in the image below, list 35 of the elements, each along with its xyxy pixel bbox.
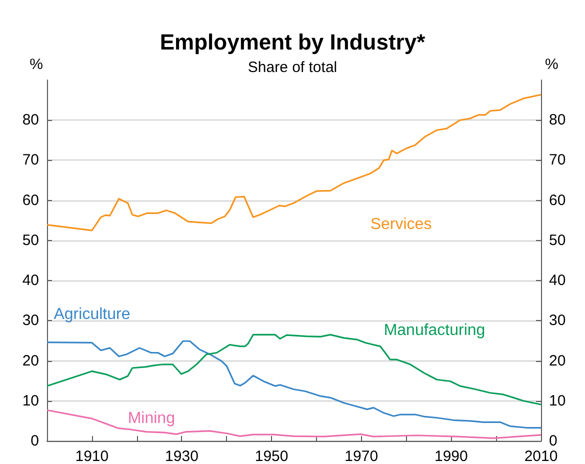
line-series xyxy=(46,94,542,232)
x-tick-label: 1990 xyxy=(434,448,468,464)
line-series xyxy=(46,409,542,439)
x-tick-label: 1950 xyxy=(254,448,288,464)
y-axis-title: % xyxy=(30,56,43,73)
series-label: Mining xyxy=(128,410,175,428)
y-tick-label: 80 xyxy=(22,112,39,129)
y-tick-label: 10 xyxy=(22,392,39,410)
y-tick-label: 60 xyxy=(22,192,39,209)
y2-tick-label: 30 xyxy=(549,312,566,330)
y2-tick-label: 10 xyxy=(549,392,566,410)
series-label: Agriculture xyxy=(54,306,130,324)
y2-tick-label: 0 xyxy=(549,432,558,450)
y2-tick-label: 40 xyxy=(549,272,566,290)
y-tick-label: 70 xyxy=(22,152,39,169)
line-series xyxy=(46,340,542,429)
x-tick-label: 2010 xyxy=(524,448,558,464)
x-tick-label: 1970 xyxy=(344,448,378,464)
x-tick-label: 1910 xyxy=(75,448,109,464)
x-tick-label: 1930 xyxy=(165,448,198,464)
y-tick-label: 0 xyxy=(30,432,39,450)
y2-tick-label: 20 xyxy=(549,352,566,370)
y-tick-label: 40 xyxy=(22,272,39,290)
y-tick-label: 50 xyxy=(22,232,39,249)
chart-subtitle: Share of total xyxy=(248,59,338,76)
y2-tick-label: 70 xyxy=(549,152,566,169)
y2-tick-label: 50 xyxy=(549,232,566,249)
y2-tick-label: 80 xyxy=(549,112,566,129)
text: Services xyxy=(370,216,432,233)
y2-tick-label: 60 xyxy=(549,192,566,209)
y-tick-label: 20 xyxy=(22,352,39,370)
y2-axis-title: % xyxy=(545,56,558,73)
chart-title: Employment by Industry* xyxy=(160,30,426,54)
series-label: Manufacturing xyxy=(384,322,486,340)
y-tick-label: 30 xyxy=(22,312,39,330)
